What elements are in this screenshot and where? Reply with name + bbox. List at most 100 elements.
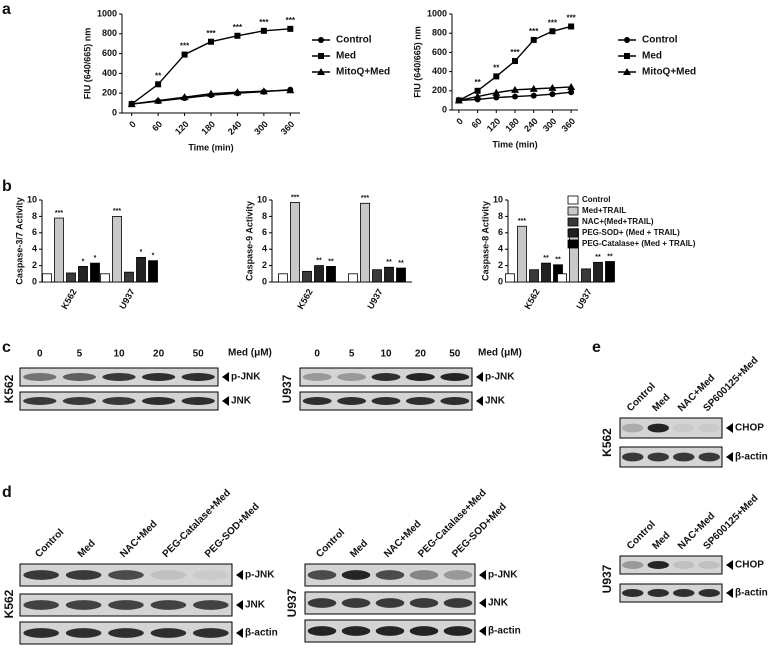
marker: [512, 93, 518, 100]
lane-label: 10: [380, 349, 392, 360]
band: [409, 570, 439, 580]
y-axis-label: FIU (640/665) nm: [82, 28, 92, 100]
significance-label: **: [543, 255, 549, 262]
legend-label: MitoQ+Med: [642, 67, 696, 78]
bar: [517, 225, 527, 283]
x-tick-label: 240: [226, 119, 244, 137]
bar: [505, 273, 515, 283]
y-axis-label: Caspase-8 Activity: [480, 201, 490, 281]
significance-label: ***: [286, 16, 296, 25]
significance-label: ***: [566, 14, 576, 23]
y-tick-label: 800: [432, 28, 447, 38]
y-tick-label: 2: [498, 260, 503, 270]
significance-label: **: [474, 78, 481, 87]
band: [440, 397, 470, 405]
band: [698, 589, 720, 597]
row-arrow: [476, 396, 483, 406]
y-tick-label: 0: [112, 107, 117, 117]
significance-label: ***: [291, 194, 299, 201]
blot-header: Med (μM): [228, 348, 272, 359]
x-tick-label: 120: [173, 119, 191, 137]
band: [141, 397, 176, 405]
significance-label: **: [155, 71, 162, 80]
y-tick-label: 4: [32, 244, 37, 254]
blot-header: Med (μM): [478, 348, 522, 359]
lane-label: 20: [415, 349, 427, 360]
row-arrow: [726, 560, 733, 570]
y-tick-label: 800: [102, 28, 117, 38]
row-label: p-JNK: [245, 570, 275, 581]
significance-label: **: [386, 259, 392, 266]
y-tick-label: 0: [32, 276, 37, 286]
lane-label: Control: [314, 527, 347, 560]
y-tick-label: 0: [498, 276, 503, 286]
lane-label: PEG-Catalase+Med: [161, 488, 233, 560]
band: [375, 570, 405, 580]
x-tick-label: 360: [560, 116, 578, 134]
blot-strip: [619, 417, 723, 439]
row-label: CHOP: [735, 560, 764, 571]
bar: [90, 262, 100, 283]
band: [65, 600, 102, 610]
significance-label: **: [398, 260, 404, 267]
bar: [278, 273, 288, 283]
row-arrow: [236, 600, 243, 610]
legend-swatch: [567, 239, 579, 249]
marker: [287, 25, 294, 32]
legend-label: Control: [582, 195, 610, 204]
blot-strip: [619, 583, 723, 603]
bar: [314, 265, 324, 283]
band: [375, 626, 405, 636]
band: [150, 628, 187, 638]
band: [673, 561, 695, 569]
band: [341, 598, 371, 608]
blot-strip: [619, 446, 723, 468]
bar: [148, 260, 158, 283]
marker: [286, 86, 295, 94]
row-label: β-actin: [245, 628, 278, 639]
band: [622, 589, 644, 597]
x-tick-label: 180: [503, 116, 521, 134]
legend-marker: [318, 53, 324, 59]
significance-label: *: [94, 255, 97, 262]
marker: [474, 87, 481, 94]
band: [698, 423, 720, 433]
bar: [326, 266, 336, 283]
x-tick-label: 0: [454, 116, 465, 127]
band: [150, 600, 187, 610]
band: [337, 397, 367, 405]
bar: [78, 266, 88, 283]
lane-label: Control: [33, 527, 66, 560]
x-tick-label: 300: [541, 116, 559, 134]
band: [150, 570, 187, 580]
marker: [473, 92, 482, 100]
y-tick-label: 600: [432, 47, 447, 57]
significance-label: ***: [55, 210, 63, 217]
bar: [302, 270, 312, 283]
legend-label: Med: [336, 51, 356, 62]
y-tick-label: 8: [32, 211, 37, 221]
lane-label: 50: [193, 349, 205, 360]
band: [192, 600, 229, 610]
y-tick-label: 0: [262, 276, 267, 286]
band: [673, 452, 695, 462]
row-label: JNK: [485, 396, 506, 407]
marker: [233, 88, 242, 96]
band: [647, 423, 669, 433]
bar: [66, 272, 76, 283]
band: [62, 397, 97, 405]
row-arrow: [476, 372, 483, 382]
band: [341, 626, 371, 636]
significance-label: ***: [180, 42, 190, 51]
marker: [548, 83, 557, 91]
marker: [208, 38, 214, 45]
row-arrow: [222, 396, 229, 406]
y-tick-label: 2: [262, 260, 267, 270]
significance-label: **: [607, 253, 613, 260]
band: [181, 397, 215, 405]
row-arrow: [479, 570, 486, 580]
panel-label: a: [2, 1, 11, 18]
row-label: p-JNK: [488, 570, 518, 581]
y-tick-label: 6: [498, 227, 503, 237]
legend-marker: [624, 53, 630, 59]
